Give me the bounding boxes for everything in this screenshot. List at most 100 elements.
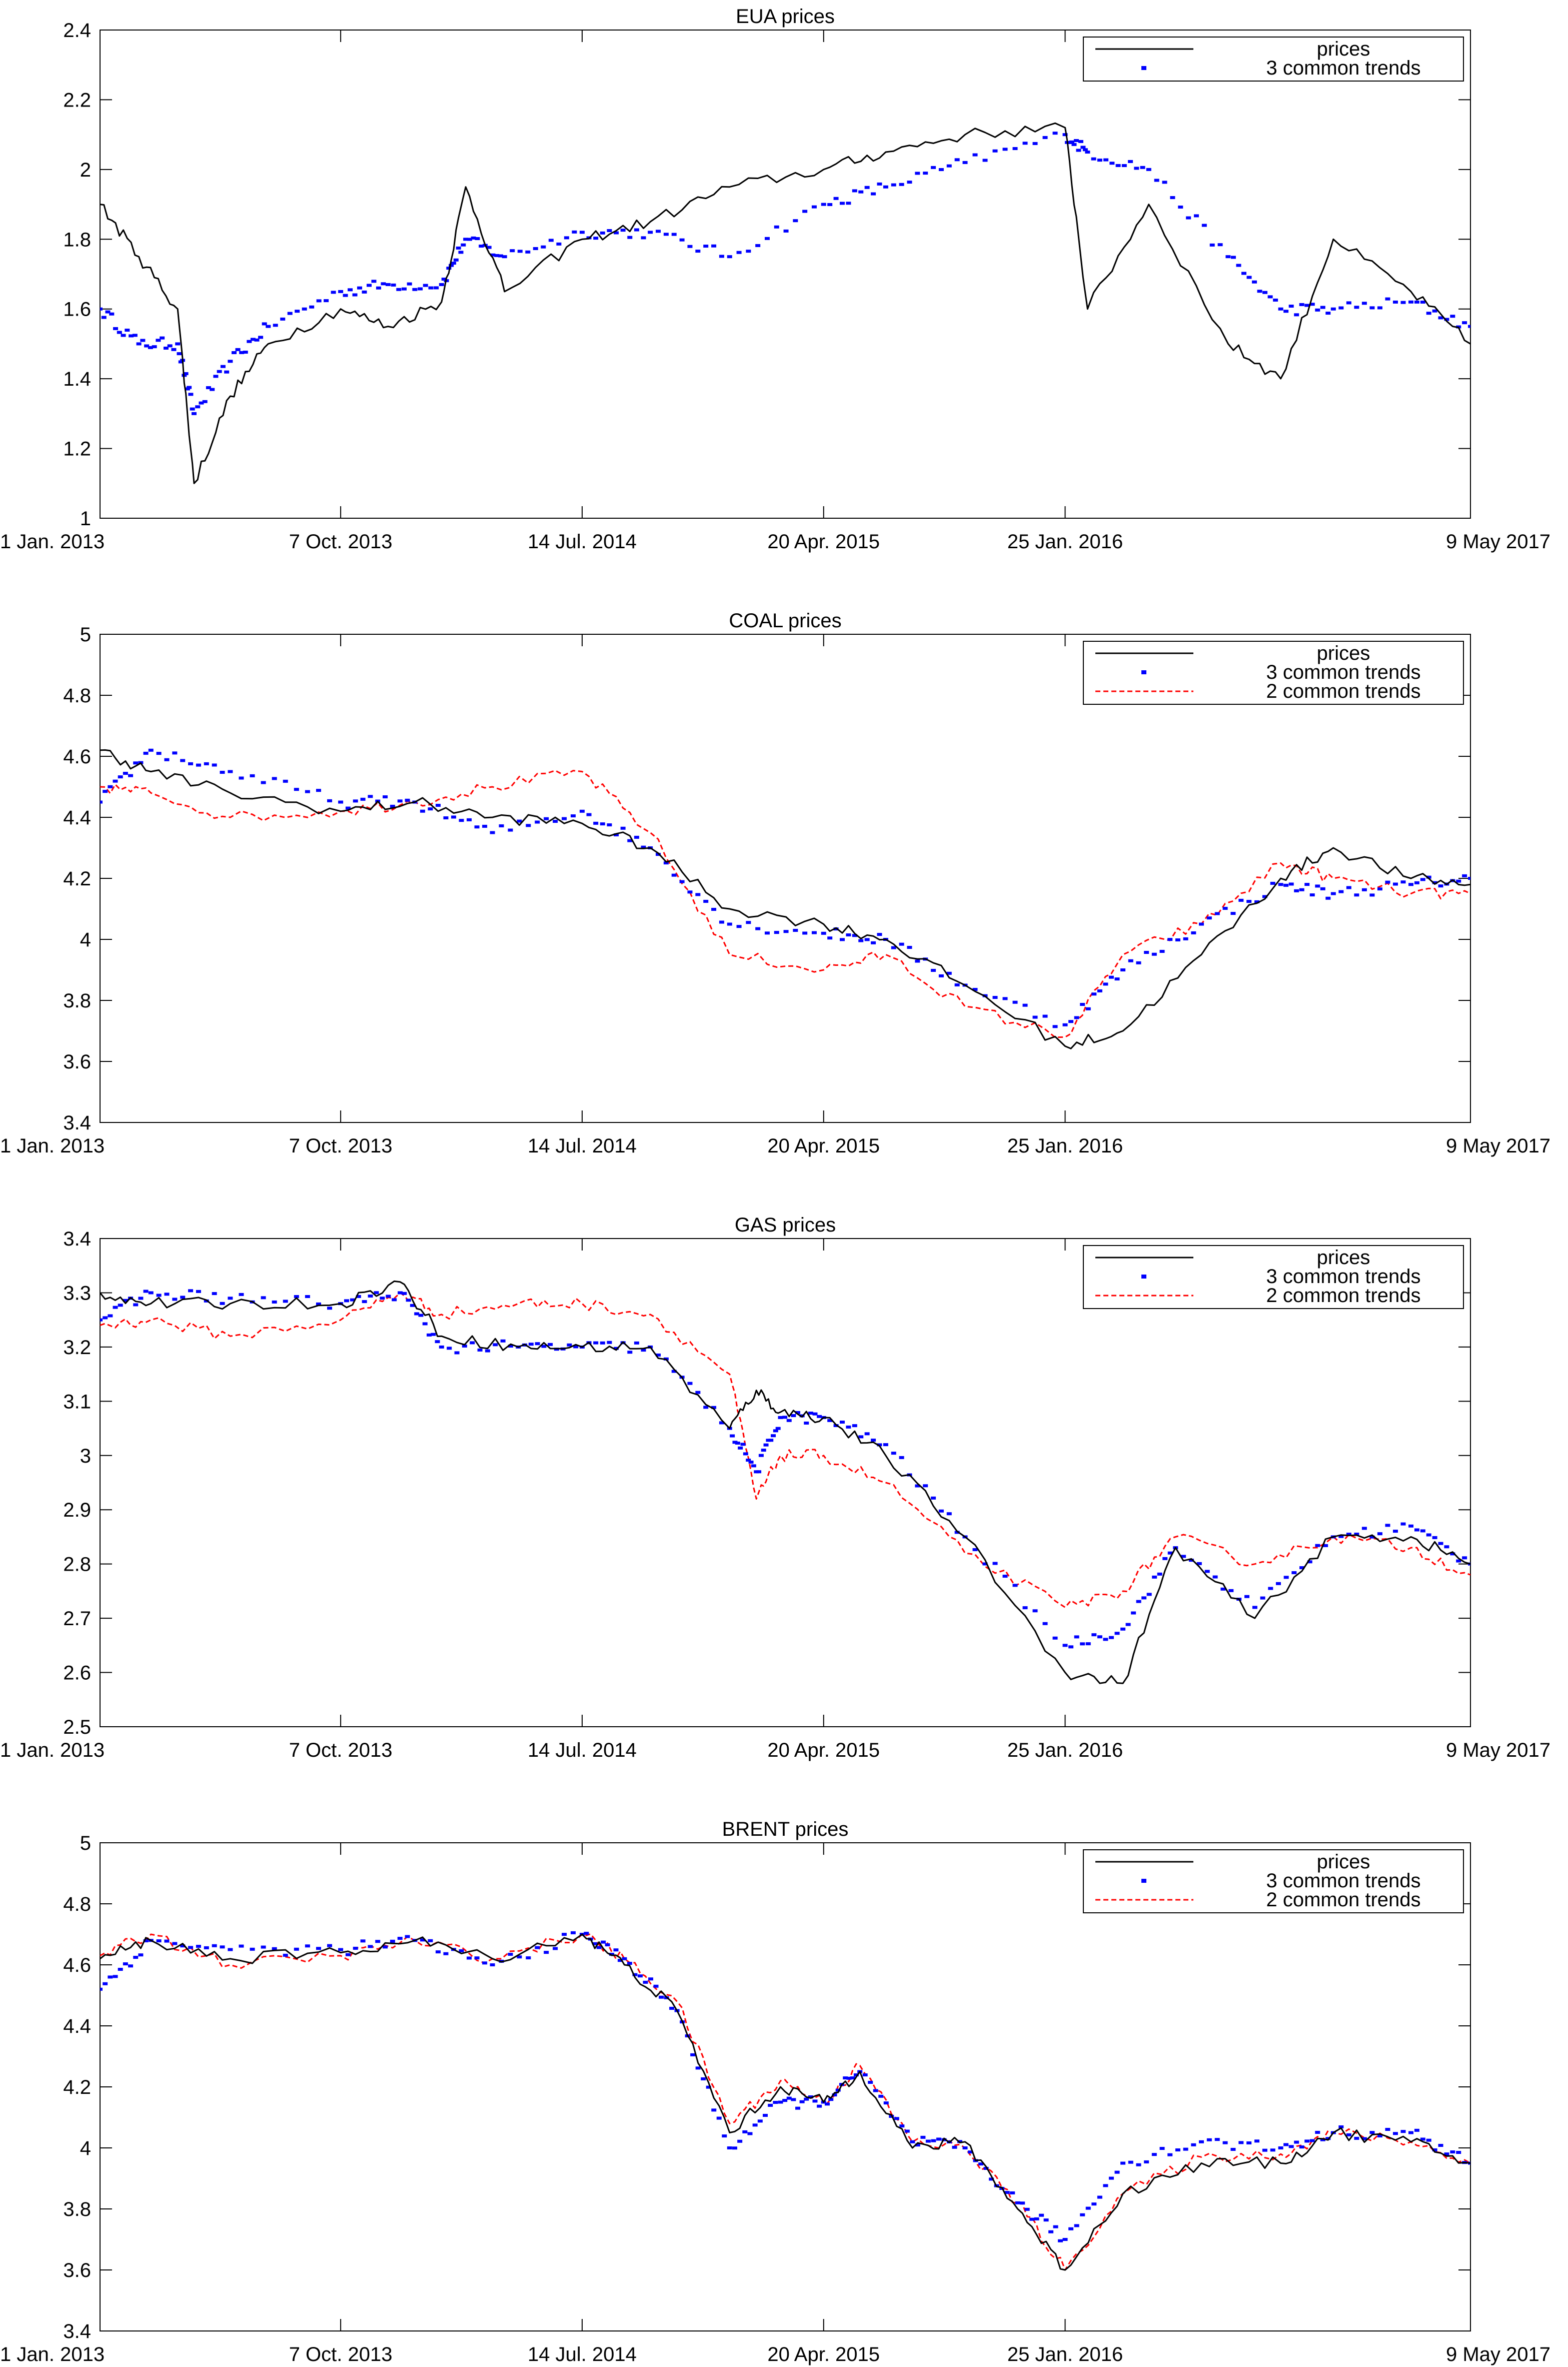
- data-point: [852, 189, 857, 193]
- data-point: [108, 1314, 113, 1318]
- data-point: [1315, 2130, 1320, 2134]
- data-point: [172, 1298, 178, 1301]
- data-point: [228, 360, 233, 363]
- data-point: [641, 1349, 646, 1352]
- data-point: [1330, 307, 1336, 311]
- data-point: [258, 336, 264, 339]
- data-point: [564, 236, 569, 240]
- data-point: [1108, 2176, 1114, 2180]
- data-point: [1377, 306, 1382, 310]
- data-point: [1052, 1636, 1058, 1640]
- data-point: [439, 283, 444, 286]
- y-tick-label: 5: [80, 624, 91, 646]
- data-point: [762, 2113, 768, 2117]
- data-point: [1062, 1644, 1068, 1647]
- data-point: [799, 2100, 805, 2103]
- data-point: [143, 1939, 149, 1943]
- data-point: [1270, 2148, 1275, 2152]
- x-tick-label: 25 Jan. 2016: [1007, 2343, 1123, 2365]
- legend-label: prices: [1317, 38, 1370, 60]
- data-point: [133, 761, 139, 765]
- data-point: [1432, 2148, 1437, 2151]
- data-point: [827, 936, 833, 940]
- data-point: [1294, 313, 1299, 317]
- data-point: [368, 1294, 373, 1298]
- data-point: [877, 933, 882, 936]
- data-point: [206, 386, 211, 390]
- data-point: [1069, 140, 1075, 144]
- data-point: [490, 253, 496, 257]
- data-point: [100, 1318, 103, 1322]
- data-point: [1283, 883, 1289, 887]
- data-point: [190, 407, 195, 411]
- data-point: [871, 1439, 876, 1442]
- data-point: [164, 1939, 170, 1943]
- data-point: [1299, 1566, 1305, 1570]
- data-point: [1267, 295, 1273, 299]
- data-point: [454, 1351, 460, 1355]
- data-point: [1103, 1638, 1108, 1641]
- series-line-prices: [100, 122, 1470, 484]
- y-tick-label: 2.5: [63, 1716, 91, 1738]
- data-point: [1299, 888, 1304, 891]
- data-point: [350, 1298, 355, 1302]
- data-point: [634, 1341, 639, 1345]
- x-tick-label: 14 Jul. 2014: [528, 1739, 637, 1761]
- data-point: [746, 1459, 751, 1462]
- data-point: [1369, 893, 1375, 897]
- data-point: [716, 2116, 722, 2120]
- data-point: [443, 1952, 449, 1955]
- data-point: [1032, 1609, 1038, 1613]
- data-point: [1121, 164, 1127, 168]
- data-point: [701, 2077, 706, 2080]
- data-point: [1288, 2145, 1294, 2148]
- data-point: [811, 931, 817, 934]
- data-point: [1052, 132, 1058, 135]
- data-point: [764, 931, 770, 935]
- data-point: [144, 344, 150, 348]
- data-point: [1201, 224, 1207, 227]
- data-point: [687, 1382, 693, 1385]
- data-point: [1085, 1007, 1091, 1010]
- data-point: [1246, 900, 1252, 903]
- data-point: [839, 1421, 845, 1424]
- data-point: [938, 1509, 944, 1513]
- data-point: [1080, 2213, 1085, 2216]
- data-point: [703, 899, 709, 903]
- data-point: [196, 1290, 201, 1293]
- x-tick-label: 20 Apr. 2015: [767, 531, 880, 553]
- data-point: [1400, 1522, 1406, 1526]
- data-point: [1320, 2138, 1325, 2141]
- data-point: [877, 182, 882, 186]
- data-point: [305, 1944, 310, 1948]
- data-point: [641, 236, 646, 240]
- data-point: [1020, 2201, 1025, 2205]
- data-point: [931, 166, 936, 169]
- data-point: [143, 1290, 149, 1293]
- data-point: [858, 939, 864, 942]
- data-point: [283, 1953, 288, 1957]
- data-point: [1212, 1575, 1218, 1579]
- data-point: [1204, 1570, 1210, 1573]
- x-tick-label: 1 Jan. 2013: [0, 531, 105, 553]
- data-point: [228, 1297, 233, 1300]
- data-point: [1385, 880, 1390, 884]
- data-point: [607, 229, 612, 233]
- series-layer: [100, 122, 1470, 484]
- data-point: [1392, 300, 1398, 304]
- data-point: [992, 1562, 998, 1565]
- data-point: [871, 192, 876, 196]
- data-point: [627, 839, 633, 842]
- data-point: [1157, 1572, 1162, 1576]
- data-point: [428, 807, 433, 811]
- chart-title: COAL prices: [729, 610, 841, 632]
- data-point: [407, 282, 412, 286]
- plot-frame: [100, 1842, 1471, 2331]
- data-point: [871, 941, 876, 944]
- data-point: [463, 238, 469, 241]
- legend-label: 3 common trends: [1266, 1266, 1420, 1288]
- data-point: [1392, 1530, 1398, 1533]
- data-point: [584, 1931, 589, 1935]
